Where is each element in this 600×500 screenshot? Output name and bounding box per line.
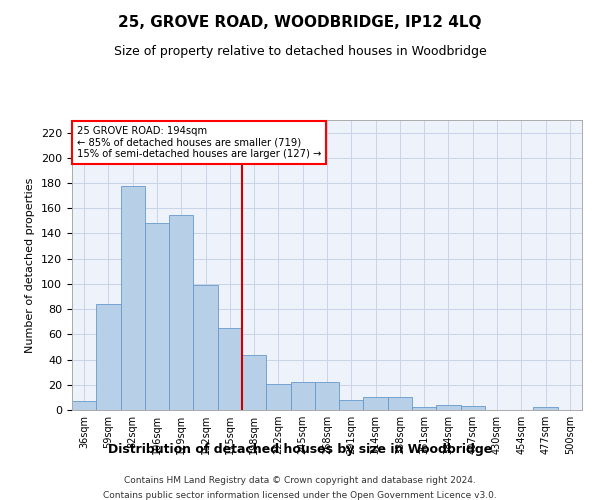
Bar	[533, 408, 558, 410]
Bar	[242, 354, 266, 410]
Bar	[193, 285, 218, 410]
Bar	[96, 304, 121, 410]
Text: Contains public sector information licensed under the Open Government Licence v3: Contains public sector information licen…	[103, 491, 497, 500]
Text: Size of property relative to detached houses in Woodbridge: Size of property relative to detached ho…	[113, 45, 487, 58]
Text: 25 GROVE ROAD: 194sqm
← 85% of detached houses are smaller (719)
15% of semi-det: 25 GROVE ROAD: 194sqm ← 85% of detached …	[77, 126, 322, 159]
Bar	[145, 224, 169, 410]
Bar	[266, 384, 290, 410]
Bar	[121, 186, 145, 410]
Text: Distribution of detached houses by size in Woodbridge: Distribution of detached houses by size …	[108, 444, 492, 456]
Bar	[412, 408, 436, 410]
Bar	[388, 398, 412, 410]
Bar	[461, 406, 485, 410]
Bar	[72, 401, 96, 410]
Text: 25, GROVE ROAD, WOODBRIDGE, IP12 4LQ: 25, GROVE ROAD, WOODBRIDGE, IP12 4LQ	[118, 15, 482, 30]
Bar	[339, 400, 364, 410]
Bar	[364, 398, 388, 410]
Text: Contains HM Land Registry data © Crown copyright and database right 2024.: Contains HM Land Registry data © Crown c…	[124, 476, 476, 485]
Bar	[436, 405, 461, 410]
Bar	[169, 214, 193, 410]
Bar	[218, 328, 242, 410]
Bar	[290, 382, 315, 410]
Y-axis label: Number of detached properties: Number of detached properties	[25, 178, 35, 352]
Bar	[315, 382, 339, 410]
